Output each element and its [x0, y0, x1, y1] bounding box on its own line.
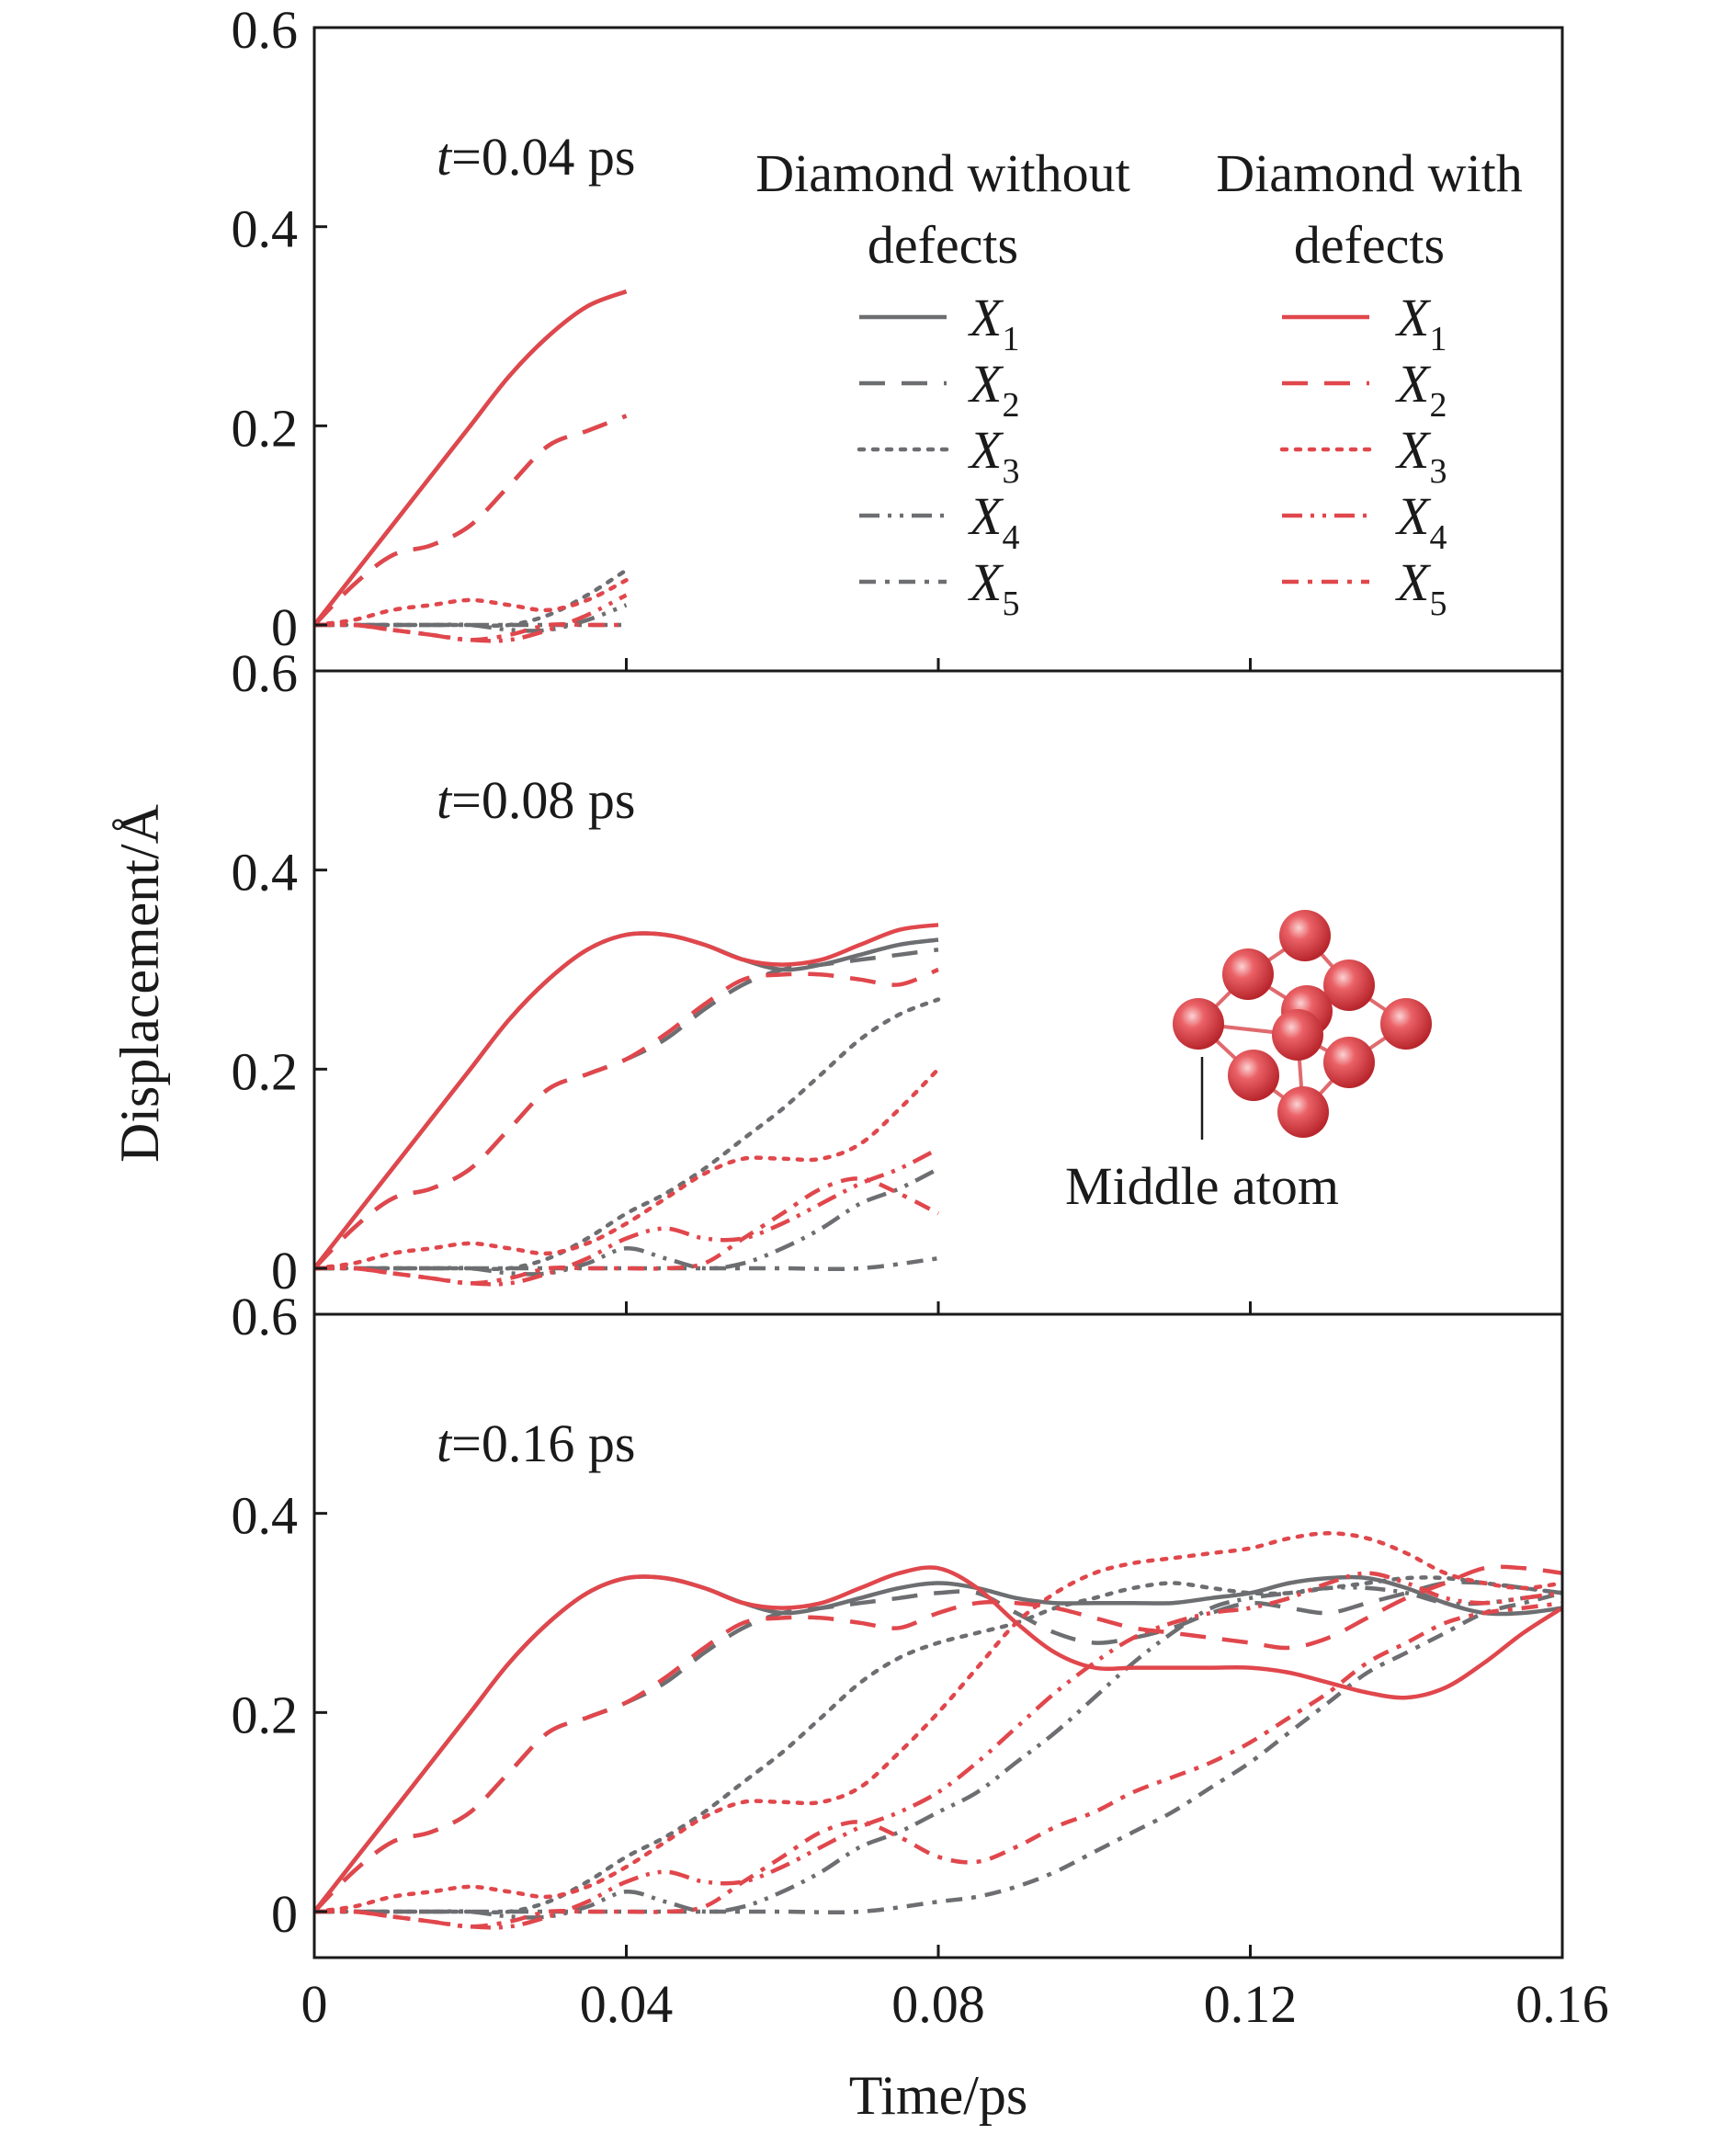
x-tick-label: 0.04	[580, 1974, 674, 2034]
legend-entry-label: X4	[968, 486, 1019, 557]
y-tick-label: 0.2	[232, 398, 299, 458]
series-without-x2-panel-1	[314, 414, 628, 627]
atom	[1173, 998, 1224, 1050]
legend: Diamond without defectsX1X2X3X4X5Diamond …	[755, 143, 1523, 623]
y-tick-label: 0.4	[232, 843, 299, 903]
legend-group-title: Diamond with defects	[1216, 143, 1522, 275]
x-axis-label: Time/ps	[849, 2065, 1028, 2126]
series-without-x2-panel-3	[314, 1580, 1562, 1913]
time-annotation: t=0.16 ps	[437, 1414, 635, 1473]
legend-entry-label: X5	[968, 552, 1019, 623]
y-tick-label: 0	[271, 1884, 298, 1944]
atom	[1323, 959, 1375, 1011]
series-with-x1-panel-3	[314, 1565, 1562, 1913]
y-tick-label: 0.4	[232, 1486, 299, 1546]
series-with-x4-panel-3	[314, 1571, 1562, 1930]
time-annotation: t=0.04 ps	[437, 127, 635, 187]
atom	[1222, 948, 1274, 1000]
series-without-x3-panel-1	[314, 568, 629, 629]
y-tick-label: 0.4	[232, 199, 299, 259]
x-tick-label: 0	[301, 1974, 328, 2034]
legend-entry-label: X1	[1395, 288, 1447, 358]
atom	[1279, 910, 1331, 961]
legend-entry-label: X2	[968, 354, 1019, 425]
legend-entry-label: X4	[1395, 486, 1447, 557]
atom	[1380, 998, 1432, 1050]
legend-entry-label: X3	[968, 420, 1019, 491]
y-axis-label: Displacement/Å	[109, 804, 170, 1163]
atom-cluster-inset: Middle atom	[1065, 910, 1432, 1216]
series-with-x2-panel-1	[314, 414, 628, 627]
legend-entry-label: X3	[1395, 420, 1447, 491]
series-with-x4-panel-2	[314, 1146, 940, 1287]
series-with-x5-panel-1	[314, 621, 627, 642]
x-tick-label: 0.16	[1515, 1974, 1609, 2034]
series-without-x2-panel-2	[314, 948, 939, 1270]
series-with-x3-panel-3	[314, 1531, 1562, 1914]
series-with-x5-panel-2	[314, 1176, 940, 1286]
y-tick-label: 0.6	[232, 643, 299, 703]
series-with-x1-panel-2	[314, 923, 939, 1270]
y-tick-label: 0	[271, 597, 298, 657]
atom	[1228, 1050, 1279, 1101]
panel-frame	[312, 669, 1564, 1316]
series-with-x4-panel-1	[314, 593, 628, 643]
series-with-x5-panel-3	[314, 1600, 1562, 1929]
panel-2: 0 0.2 0.4 0.6 t=0.08 ps	[232, 643, 1564, 1316]
panel-frame	[312, 26, 1564, 673]
series-with-x3-panel-2	[314, 1067, 941, 1271]
y-tick-label: 0.6	[232, 1287, 299, 1346]
legend-entry-label: X5	[1395, 552, 1447, 623]
x-tick-label: 0.08	[891, 1974, 985, 2034]
atom	[1277, 1086, 1329, 1138]
series-with-x2-panel-3	[314, 1564, 1562, 1913]
panel-3: 0 0.2 0.4 0.6 t=0.16 ps	[232, 1287, 1564, 1959]
series-without-x1-panel-2	[314, 931, 939, 1270]
legend-entry-label: X2	[1395, 354, 1447, 425]
y-tick-label: 0.6	[232, 0, 299, 60]
series-without-x3-panel-2	[314, 997, 941, 1272]
series-without-x4-panel-3	[314, 1584, 1562, 1920]
y-tick-label: 0.2	[232, 1041, 299, 1101]
atom	[1272, 1009, 1323, 1061]
panel-frame	[312, 1312, 1564, 1959]
middle-atom-label: Middle atom	[1065, 1156, 1339, 1216]
y-tick-label: 0	[271, 1241, 298, 1300]
x-tick-label: 0.12	[1204, 1974, 1298, 2034]
legend-entry-label: X1	[968, 288, 1019, 358]
series-with-x2-panel-2	[314, 967, 939, 1270]
series-without-x1-panel-3	[314, 1574, 1562, 1913]
series-without-x5-panel-2	[314, 1255, 939, 1272]
series-without-x1-panel-1	[314, 289, 628, 627]
panel-1: 0 0.2 0.4 0.6 t=0.04 ps	[232, 0, 1564, 673]
atom	[1323, 1037, 1375, 1088]
y-tick-label: 0.2	[232, 1685, 299, 1744]
series-with-x1-panel-1	[314, 289, 628, 627]
time-annotation: t=0.08 ps	[437, 770, 635, 830]
series-with-x3-panel-1	[314, 578, 629, 628]
series-without-x3-panel-3	[314, 1575, 1562, 1915]
legend-group-title: Diamond without defects	[755, 143, 1130, 275]
